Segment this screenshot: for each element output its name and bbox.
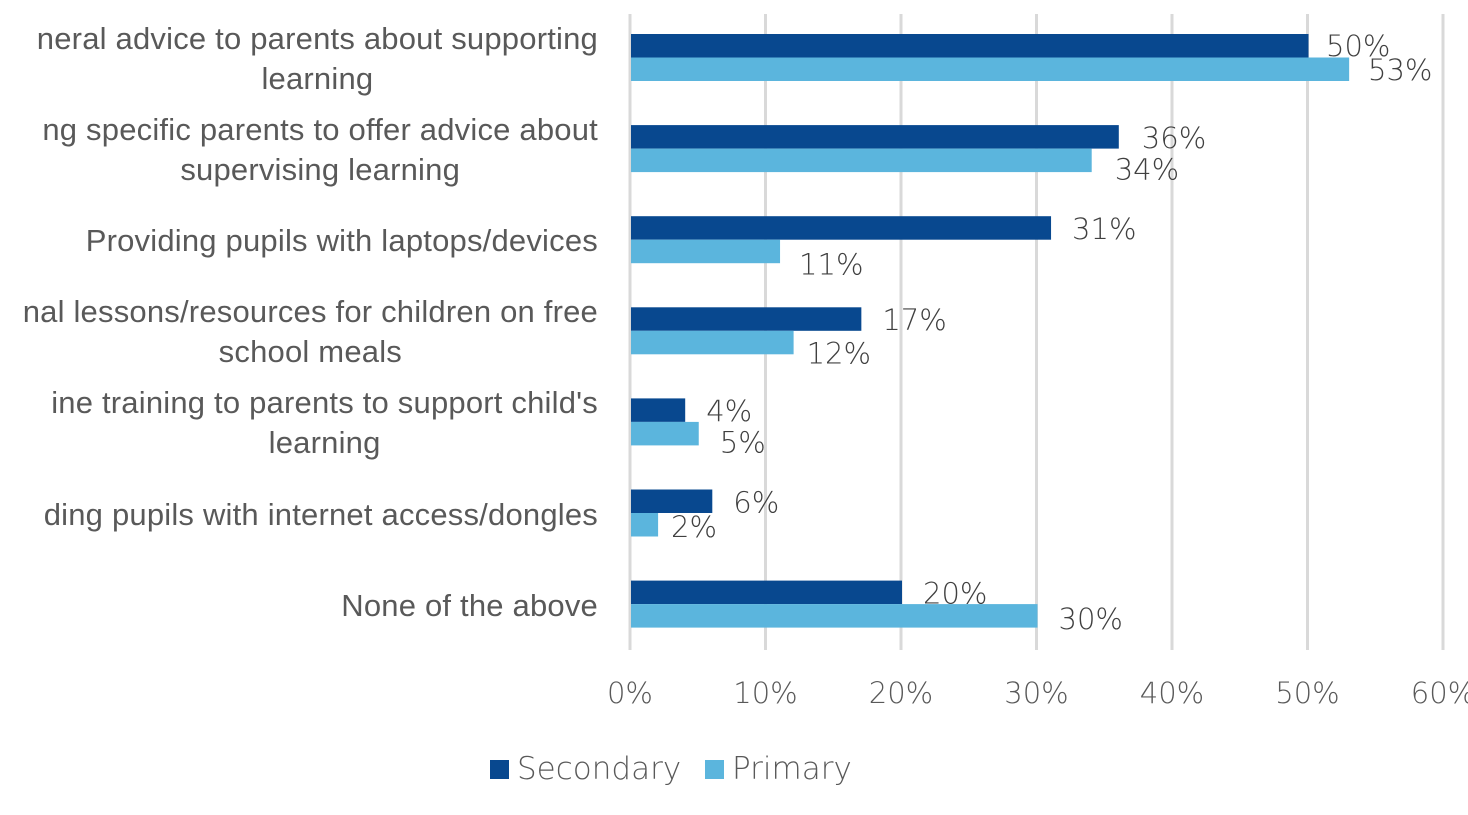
category-label: ine training to parents to support child…: [51, 383, 598, 463]
x-tick-label: 0%: [607, 676, 653, 710]
data-label-primary: 2%: [671, 510, 717, 544]
x-tick-label: 40%: [1140, 676, 1204, 710]
x-tick-label: 20%: [869, 676, 933, 710]
category-label: nal lessons/resources for children on fr…: [23, 292, 598, 372]
category-label-line: ng specific parents to offer advice abou…: [42, 112, 598, 148]
data-label-secondary: 6%: [733, 485, 779, 519]
bars: [631, 34, 1350, 628]
bar-secondary: [631, 216, 1052, 240]
bar-primary: [631, 421, 699, 446]
bar-primary: [631, 148, 1092, 173]
x-axis-tick-labels: 0% 10% 20% 30% 40% 50% 60%: [607, 676, 1468, 710]
legend-label-primary: Primary: [732, 751, 852, 787]
bar-secondary: [631, 34, 1309, 58]
category-label-line: learning: [268, 425, 381, 461]
x-tick-label: 10%: [733, 676, 797, 710]
data-label-secondary: 50%: [1326, 29, 1390, 63]
category-label-line: ding pupils with internet access/dongles: [43, 496, 598, 532]
bar-secondary: [631, 580, 902, 605]
category-label-line: ine training to parents to support child…: [51, 385, 598, 421]
data-label-secondary: 17%: [882, 303, 946, 337]
data-label-primary: 53%: [1368, 53, 1432, 87]
data-label-primary: 34%: [1115, 152, 1179, 186]
category-label-line: supervising learning: [180, 152, 461, 188]
category-label-line: learning: [261, 61, 374, 96]
bar-primary: [631, 513, 659, 537]
data-label-primary: 12%: [807, 337, 871, 371]
data-label-secondary: 31%: [1072, 212, 1136, 246]
x-tick-label: 50%: [1275, 676, 1339, 710]
bar-secondary: [631, 125, 1119, 149]
category-label: ding pupils with internet access/dongles: [44, 495, 598, 535]
x-tick-label: 60%: [1411, 676, 1468, 710]
legend: Secondary Primary: [490, 751, 852, 787]
category-label-line: None of the above: [341, 587, 598, 623]
category-label: None of the above: [341, 586, 598, 626]
category-label: ng specific parents to offer advice abou…: [42, 110, 598, 190]
bar-primary: [631, 57, 1350, 81]
bar-secondary: [631, 489, 713, 513]
data-label-secondary: 4%: [706, 394, 752, 428]
bar-primary: [631, 330, 794, 355]
data-labels: 50%53% 36%34% 31% 11% 17% 12% 4%5% 6% 2% 20% 30%: [671, 29, 1432, 636]
category-label: neral advice to parents about supporting…: [37, 19, 598, 99]
data-label-primary: 11%: [799, 247, 863, 281]
category-label-line: school meals: [218, 334, 402, 370]
data-label-primary: 5%: [720, 426, 766, 460]
legend-label-secondary: Secondary: [517, 751, 681, 787]
category-label: Providing pupils with laptops/devices: [86, 221, 598, 261]
bar-secondary: [631, 307, 862, 331]
legend-swatch-secondary: [490, 760, 509, 779]
category-label-line: neral advice to parents about supporting: [36, 21, 598, 56]
gridlines: [628, 14, 1445, 650]
data-label-primary: 30%: [1059, 602, 1123, 636]
bar-primary: [631, 604, 1038, 628]
category-label-line: Providing pupils with laptops/devices: [85, 223, 598, 259]
data-label-secondary: 20%: [923, 576, 987, 610]
x-tick-label: 30%: [1004, 676, 1068, 710]
category-label-line: nal lessons/resources for children on fr…: [22, 294, 598, 330]
data-label-secondary: 36%: [1142, 121, 1206, 155]
bar-primary: [631, 239, 781, 264]
legend-swatch-primary: [705, 760, 724, 779]
bar-secondary: [631, 398, 686, 422]
